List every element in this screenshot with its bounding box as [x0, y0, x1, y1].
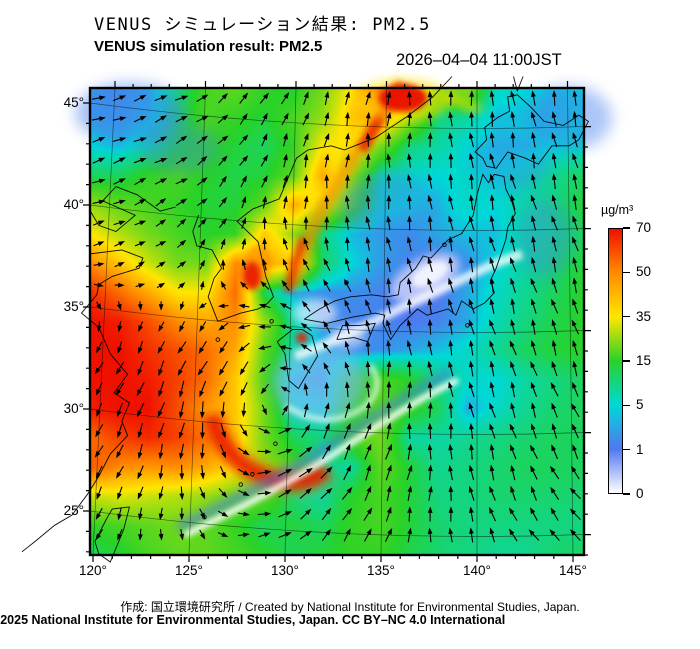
lat-label-40: 40°	[63, 197, 84, 212]
colorbar-tick	[623, 271, 630, 274]
colorbar-gradient	[608, 228, 623, 494]
colorbar-tick-label-70: 70	[636, 220, 652, 235]
lat-label-30: 30°	[63, 401, 84, 416]
attribution-line: 作成: 国立環境研究所 / Created by National Instit…	[120, 600, 580, 614]
wind-vector-arrows	[91, 90, 581, 543]
colorbar-tick-label-5: 5	[636, 397, 644, 413]
latlon-grid	[89, 87, 585, 556]
map-overlay	[21, 76, 612, 563]
colorbar-tick-label-35: 35	[636, 308, 652, 324]
page-title-japanese: VENUS シミュレーション結果: PM2.5	[94, 15, 431, 35]
colorbar-tick	[623, 448, 630, 451]
lon-label-125: 125°	[175, 563, 203, 578]
colorbar-tick	[623, 404, 630, 407]
lat-label-45: 45°	[63, 95, 84, 110]
lon-label-120: 120°	[79, 563, 107, 578]
pm25-concentration-map	[21, 76, 612, 563]
field-accents	[75, 78, 612, 538]
colorbar-tick	[623, 227, 630, 229]
simulation-datetime: 2026–04–04 11:00JST	[396, 51, 562, 69]
map-border	[88, 86, 586, 557]
colorbar-tick-label-15: 15	[636, 353, 652, 368]
colorbar-tick	[623, 493, 630, 495]
page-title-english: VENUS simulation result: PM2.5	[94, 38, 323, 55]
axis-ticks	[83, 81, 591, 562]
lon-label-130: 130°	[271, 563, 299, 578]
lat-label-35: 35°	[63, 299, 84, 314]
lon-label-135: 135°	[367, 563, 395, 578]
lat-label-25: 25°	[63, 503, 84, 518]
copyright-line: ©2025 National Institute for Environment…	[0, 613, 506, 627]
lon-label-145: 145°	[559, 563, 587, 578]
lon-label-140: 140°	[463, 563, 491, 578]
colorbar: 70 50 35 15 5 1 0	[608, 220, 668, 501]
colorbar-tick-label-0: 0	[636, 486, 644, 501]
colorbar-tick	[623, 315, 630, 318]
colorbar-unit-label: µg/m³	[601, 203, 634, 217]
colorbar-tick	[623, 360, 630, 362]
colorbar-tick-label-1: 1	[636, 441, 644, 457]
colorbar-tick-label-50: 50	[636, 264, 652, 280]
